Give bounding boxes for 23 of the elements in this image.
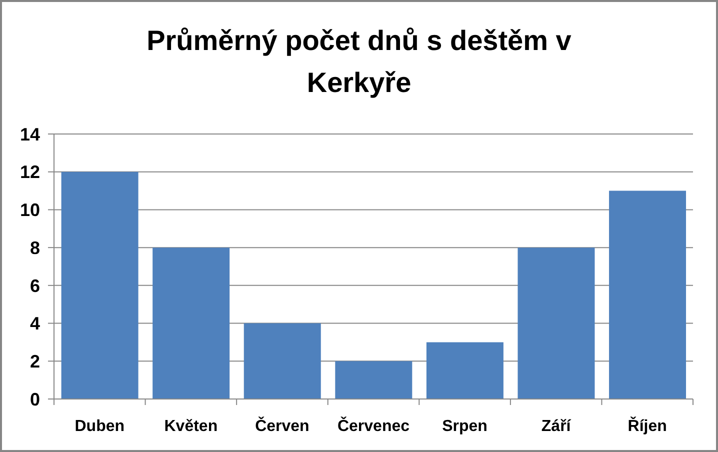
x-tick-label: Srpen bbox=[442, 418, 488, 435]
chart-title: Průměrný počet dnů s deštěm v Kerkyře bbox=[146, 24, 572, 100]
x-tick-label: Červen bbox=[255, 416, 310, 435]
y-tick-label: 10 bbox=[20, 200, 40, 220]
y-tick-label: 12 bbox=[20, 162, 40, 182]
y-tick-label: 14 bbox=[20, 124, 40, 144]
y-tick-label: 6 bbox=[30, 276, 40, 296]
bar bbox=[152, 248, 230, 399]
x-tick-label: Květen bbox=[164, 418, 218, 435]
bar bbox=[61, 172, 138, 399]
x-tick-label: Červenec bbox=[337, 416, 410, 435]
y-tick-label: 8 bbox=[30, 238, 40, 258]
bar bbox=[426, 342, 504, 399]
y-tick-label: 0 bbox=[30, 389, 40, 410]
y-tick-label: 2 bbox=[30, 352, 40, 372]
x-tick-label: Září bbox=[541, 418, 572, 435]
bar bbox=[244, 323, 321, 399]
x-tick-label: Duben bbox=[74, 418, 125, 435]
bar bbox=[609, 190, 686, 399]
y-tick-label: 4 bbox=[30, 314, 40, 334]
bar bbox=[335, 361, 412, 399]
x-tick-label: Říjen bbox=[628, 416, 667, 435]
bar bbox=[518, 248, 595, 399]
